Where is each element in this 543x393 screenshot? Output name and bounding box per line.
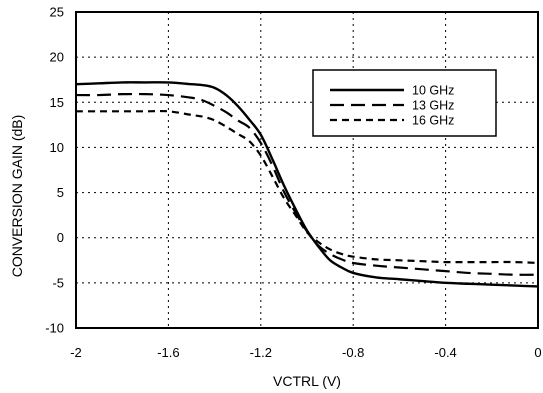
legend-box (312, 69, 497, 137)
legend-label: 16 GHz (412, 114, 454, 128)
y-tick-label: -5 (52, 275, 64, 290)
x-tick-label: -2 (70, 345, 82, 360)
series-line-16-ghz (75, 109, 539, 265)
y-tick-label: 25 (50, 5, 64, 20)
y-tick-label: 20 (50, 50, 64, 65)
x-tick-labels: -2 -1.6 -1.2 -0.8 -0.4 0 (70, 345, 541, 360)
y-tick-label: 0 (57, 230, 64, 245)
legend-label: 10 GHz (412, 84, 454, 98)
y-tick-label: 15 (50, 95, 64, 110)
x-tick-label: -1.6 (157, 345, 179, 360)
data-series (75, 81, 539, 288)
y-tick-labels: -10 -5 0 5 10 15 20 25 (45, 5, 64, 336)
x-tick-label: -0.8 (342, 345, 364, 360)
x-axis-title: VCTRL (V) (273, 373, 341, 389)
grid-lines (76, 12, 538, 328)
y-tick-label: -10 (45, 321, 64, 336)
legend-label: 13 GHz (412, 99, 454, 113)
y-axis-title: CONVERSION GAIN (dB) (9, 115, 25, 278)
x-tick-label: -1.2 (250, 345, 272, 360)
y-tick-label: 5 (57, 185, 64, 200)
plot-frame (75, 11, 539, 329)
x-tick-label: -0.4 (434, 345, 456, 360)
series-line-10-ghz (75, 81, 539, 288)
y-tick-label: 10 (50, 140, 64, 155)
x-tick-label: 0 (534, 345, 541, 360)
